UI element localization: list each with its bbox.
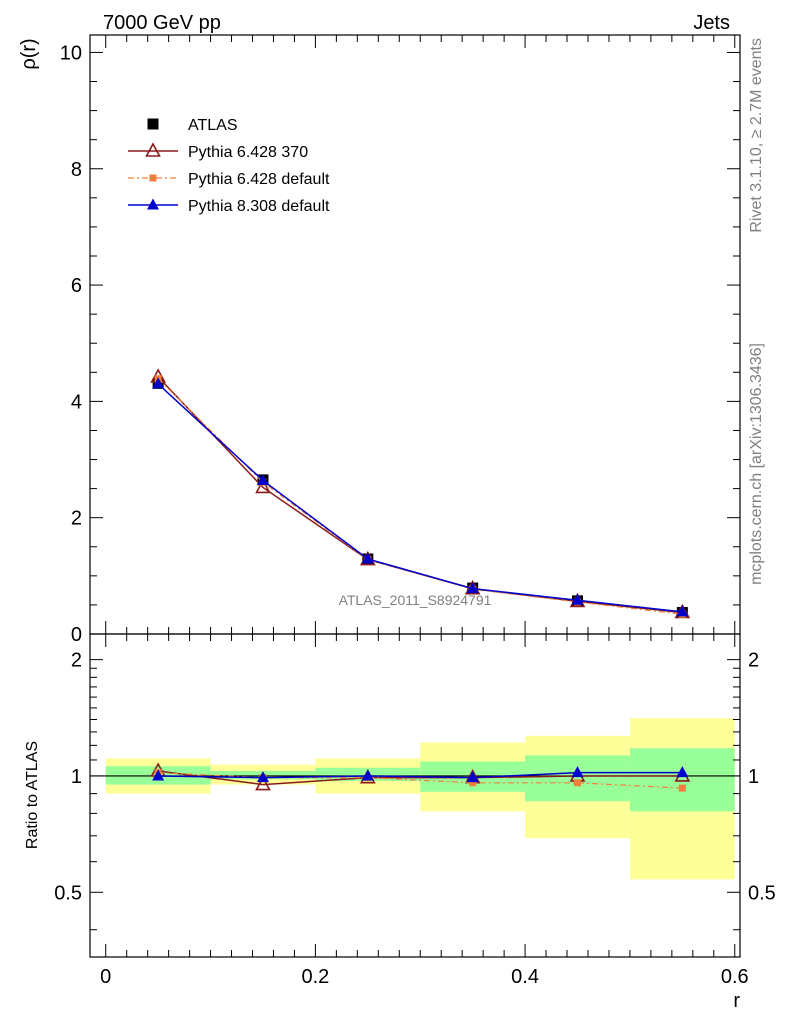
legend-entry: ATLAS bbox=[147, 117, 238, 134]
legend-label: Pythia 8.308 default bbox=[188, 198, 330, 215]
ratio-y-tick-label-right: 2 bbox=[748, 650, 759, 672]
y-tick-label: 10 bbox=[60, 42, 82, 64]
stat-uncertainty-band bbox=[525, 755, 630, 802]
data-point bbox=[255, 478, 271, 494]
x-tick-label: 0.6 bbox=[721, 966, 749, 988]
x-tick-label: 0 bbox=[100, 966, 111, 988]
ratio-y-tick-label-right: 0.5 bbox=[748, 882, 776, 904]
x-tick-label: 0.4 bbox=[511, 966, 539, 988]
ratio-y-tick-label-right: 1 bbox=[748, 766, 759, 788]
ratio-point bbox=[678, 784, 686, 792]
analysis-label: ATLAS_2011_S8924791 bbox=[339, 592, 492, 608]
ratio-y-tick-label: 2 bbox=[71, 650, 82, 672]
process-label: Jets bbox=[693, 12, 730, 34]
ratio-point bbox=[676, 766, 689, 778]
stat-uncertainty-band bbox=[629, 748, 735, 812]
ratio-y-axis-label: Ratio to ATLAS bbox=[24, 741, 41, 849]
ratio-y-tick-label: 0.5 bbox=[54, 882, 82, 904]
ratio-point bbox=[152, 769, 165, 781]
series-0 bbox=[152, 377, 688, 618]
ratio-series-2 bbox=[152, 766, 689, 783]
ratio-point bbox=[255, 775, 271, 791]
data-point bbox=[571, 593, 584, 605]
energy-label: 7000 GeV pp bbox=[103, 12, 221, 34]
rivet-label: Rivet 3.1.10, ≥ 2.7M events bbox=[748, 38, 765, 233]
legend-marker bbox=[149, 174, 157, 182]
series-2 bbox=[154, 375, 686, 618]
ratio-panel: 0.5 0.5 1 1 2 2 0 0.2 0.4 0.6 bbox=[54, 633, 776, 988]
y-tick-label: 6 bbox=[71, 275, 82, 297]
legend-entry: Pythia 6.428 default bbox=[128, 171, 330, 188]
y-tick-label: 8 bbox=[71, 159, 82, 181]
legend-label: Pythia 6.428 370 bbox=[188, 144, 308, 161]
legend: ATLAS Pythia 6.428 370 Pythia 6.428 defaul… bbox=[128, 117, 330, 215]
main-y-axis-label: ρ(r) bbox=[18, 38, 40, 69]
data-point bbox=[676, 605, 689, 617]
y-tick-label: 0 bbox=[71, 624, 82, 646]
mcplots-label: mcplots.cern.ch [arXiv:1306.3436] bbox=[748, 343, 765, 585]
ratio-point bbox=[469, 779, 477, 787]
series-line bbox=[157, 378, 683, 615]
series-line bbox=[157, 383, 683, 613]
ratio-point bbox=[361, 769, 374, 781]
data-point bbox=[361, 552, 374, 564]
ratio-y-tick-label: 1 bbox=[71, 766, 82, 788]
ratio-frame bbox=[89, 633, 741, 958]
legend-marker bbox=[145, 142, 161, 157]
data-point bbox=[466, 582, 479, 594]
ratio-point bbox=[571, 766, 584, 778]
ratio-point bbox=[574, 779, 581, 787]
legend-entry: Pythia 8.308 default bbox=[128, 198, 330, 215]
legend-entry: Pythia 6.428 370 bbox=[128, 142, 308, 161]
x-tick-label: 0.2 bbox=[301, 966, 329, 988]
y-tick-label: 4 bbox=[71, 391, 82, 413]
series-line bbox=[157, 376, 683, 614]
data-point bbox=[152, 377, 165, 389]
legend-marker bbox=[147, 118, 159, 130]
ratio-line bbox=[158, 771, 683, 779]
series-3 bbox=[152, 377, 689, 617]
main-panel: 0 2 4 6 8 10 bbox=[60, 34, 741, 646]
legend-label: Pythia 6.428 default bbox=[188, 171, 330, 188]
data-point bbox=[256, 473, 269, 485]
legend-label: ATLAS bbox=[188, 117, 238, 134]
ratio-line bbox=[158, 770, 683, 786]
ratio-point bbox=[466, 771, 479, 783]
y-tick-label: 2 bbox=[71, 508, 82, 530]
series-1 bbox=[150, 368, 691, 619]
legend-marker bbox=[147, 198, 159, 210]
ratio-point bbox=[256, 771, 269, 783]
x-axis-label: r bbox=[733, 990, 740, 1012]
